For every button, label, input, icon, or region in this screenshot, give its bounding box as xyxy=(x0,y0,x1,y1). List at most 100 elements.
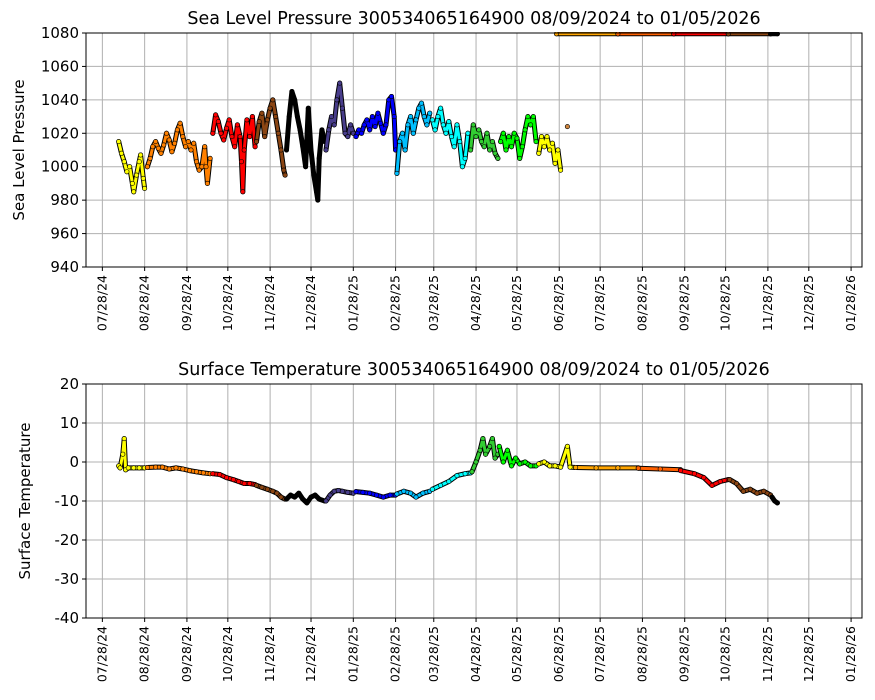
x-tick-label: 11/28/24 xyxy=(262,275,277,331)
data-point xyxy=(424,122,430,128)
data-point xyxy=(410,130,416,136)
plot-area xyxy=(116,32,780,203)
data-point xyxy=(528,463,534,469)
series-8 xyxy=(429,470,474,492)
x-tick-label: 08/28/25 xyxy=(634,626,649,682)
data-point xyxy=(236,478,242,484)
data-point xyxy=(305,105,311,111)
data-point xyxy=(131,189,137,195)
data-point xyxy=(345,134,351,140)
series-16 xyxy=(769,494,780,506)
series-3 xyxy=(254,97,288,178)
data-point xyxy=(297,127,303,133)
x-tick-label: 06/28/25 xyxy=(551,626,566,682)
data-point xyxy=(275,130,281,136)
data-point xyxy=(289,89,295,95)
data-point xyxy=(142,185,148,191)
data-point xyxy=(144,164,150,170)
data-point xyxy=(369,114,375,120)
data-point xyxy=(413,117,419,123)
x-tick-label: 01/28/26 xyxy=(843,626,858,682)
x-tick-label: 09/28/24 xyxy=(179,626,194,682)
data-point xyxy=(252,144,258,150)
data-point xyxy=(547,147,553,153)
data-point xyxy=(288,492,294,498)
data-point xyxy=(328,114,334,120)
data-point xyxy=(296,490,302,496)
data-point xyxy=(308,147,314,153)
series-line xyxy=(211,113,257,194)
data-point xyxy=(367,127,373,133)
data-point xyxy=(469,469,475,475)
data-point xyxy=(555,147,561,153)
data-point xyxy=(709,482,715,488)
data-point xyxy=(353,134,359,140)
data-point xyxy=(120,451,126,457)
data-point xyxy=(401,488,407,494)
data-point xyxy=(361,122,367,128)
data-point xyxy=(440,122,446,128)
data-point xyxy=(256,119,262,125)
data-point xyxy=(514,135,520,141)
data-point xyxy=(522,127,528,133)
data-point xyxy=(144,464,150,470)
data-point xyxy=(536,461,542,467)
data-point xyxy=(573,464,579,470)
data-point xyxy=(487,147,493,153)
data-point xyxy=(364,117,370,123)
series-12 xyxy=(564,124,570,130)
data-point xyxy=(500,130,506,136)
chart-slp: 940 960 980 1000 1020 1040 1060 1080 07/28/24 08/… xyxy=(10,9,863,331)
data-point xyxy=(506,134,512,140)
data-point xyxy=(337,80,343,86)
data-point xyxy=(226,117,232,123)
series-14 xyxy=(678,468,731,488)
data-point xyxy=(552,463,558,469)
data-point xyxy=(147,155,153,161)
series-5 xyxy=(323,80,356,153)
x-tick-label: 03/28/25 xyxy=(426,275,441,331)
grid-lines xyxy=(86,383,862,619)
data-point xyxy=(671,32,677,37)
plot-frame xyxy=(85,32,863,268)
data-point xyxy=(519,144,525,150)
data-point xyxy=(492,150,498,156)
data-point xyxy=(335,487,341,493)
data-point xyxy=(196,167,202,173)
y-tick-label: 20 xyxy=(60,375,79,393)
data-point xyxy=(281,167,287,173)
series-11 xyxy=(536,134,564,173)
data-point xyxy=(427,110,433,116)
data-point xyxy=(481,144,487,150)
data-point xyxy=(199,164,205,170)
data-point xyxy=(525,114,531,120)
series-line xyxy=(354,95,398,152)
series-outline xyxy=(144,120,213,186)
data-point xyxy=(533,139,539,145)
x-tick-label: 02/28/25 xyxy=(388,275,403,331)
data-point xyxy=(768,32,774,37)
series-12 xyxy=(573,464,641,471)
data-point xyxy=(541,144,547,150)
data-point xyxy=(536,150,542,156)
x-tick-label: 07/28/24 xyxy=(94,275,109,331)
data-point xyxy=(278,494,284,500)
y-tick-label: 1080 xyxy=(41,24,79,42)
data-point xyxy=(204,180,210,186)
x-tick-label: 06/28/25 xyxy=(551,275,566,331)
data-point xyxy=(230,477,236,483)
data-point xyxy=(691,471,697,477)
data-point xyxy=(259,484,265,490)
x-tick-label: 08/28/24 xyxy=(137,275,152,331)
data-point xyxy=(508,144,514,150)
x-tick-label: 10/28/25 xyxy=(718,626,733,682)
data-point xyxy=(489,436,495,442)
x-tick-label: 11/28/25 xyxy=(760,275,775,331)
series-0 xyxy=(116,436,148,473)
y-tick-label: 1020 xyxy=(41,124,79,142)
data-point xyxy=(187,468,193,474)
data-point xyxy=(136,465,142,471)
x-tick-label: 09/28/24 xyxy=(179,275,194,331)
data-point xyxy=(241,147,247,153)
